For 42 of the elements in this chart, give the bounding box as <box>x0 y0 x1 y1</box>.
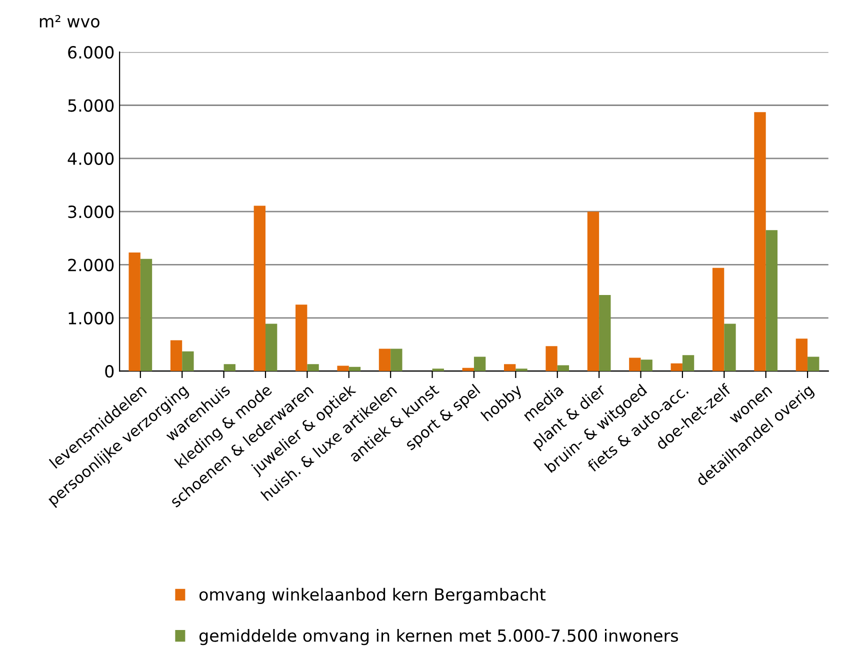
bar <box>348 366 361 372</box>
bar <box>587 212 600 372</box>
bar <box>599 295 611 372</box>
y-tick-label: 3.000 <box>68 206 114 218</box>
bar <box>629 358 641 372</box>
bar <box>378 348 391 372</box>
y-tick-label: 5.000 <box>68 99 114 112</box>
bar <box>296 304 308 372</box>
bar <box>265 324 278 372</box>
legend-label: gemiddelde omvang in kernen met 5.000-7.500 inwoners <box>199 629 678 646</box>
bar <box>640 360 652 372</box>
bar <box>140 258 152 372</box>
bar <box>516 368 528 372</box>
bar <box>766 230 778 372</box>
bar <box>546 346 558 372</box>
bar <box>796 338 808 372</box>
bar <box>128 252 140 372</box>
bar <box>712 268 724 372</box>
bar <box>557 365 570 372</box>
bar <box>337 366 349 372</box>
bar <box>462 368 474 372</box>
bar <box>808 356 820 372</box>
bar <box>182 351 194 372</box>
y-axis-title: m² wvo <box>40 15 100 28</box>
bar <box>170 340 182 372</box>
y-tick-label: 6.000 <box>68 46 114 59</box>
bar <box>754 112 766 372</box>
y-tick-label: 4.000 <box>68 152 114 165</box>
bar <box>224 364 236 372</box>
bar <box>254 206 266 372</box>
bar <box>670 363 682 372</box>
bar <box>390 348 402 372</box>
bar <box>432 368 444 372</box>
y-tick-label: 2.000 <box>68 258 114 272</box>
bar <box>504 364 516 372</box>
legend-label: omvang winkelaanbod kern Bergambacht <box>199 588 546 604</box>
bar <box>724 324 736 372</box>
y-tick-label: 1.000 <box>68 312 114 324</box>
y-tick-label: 0 <box>105 365 114 378</box>
bar <box>682 355 694 372</box>
bar <box>307 364 319 372</box>
bar <box>474 356 486 372</box>
